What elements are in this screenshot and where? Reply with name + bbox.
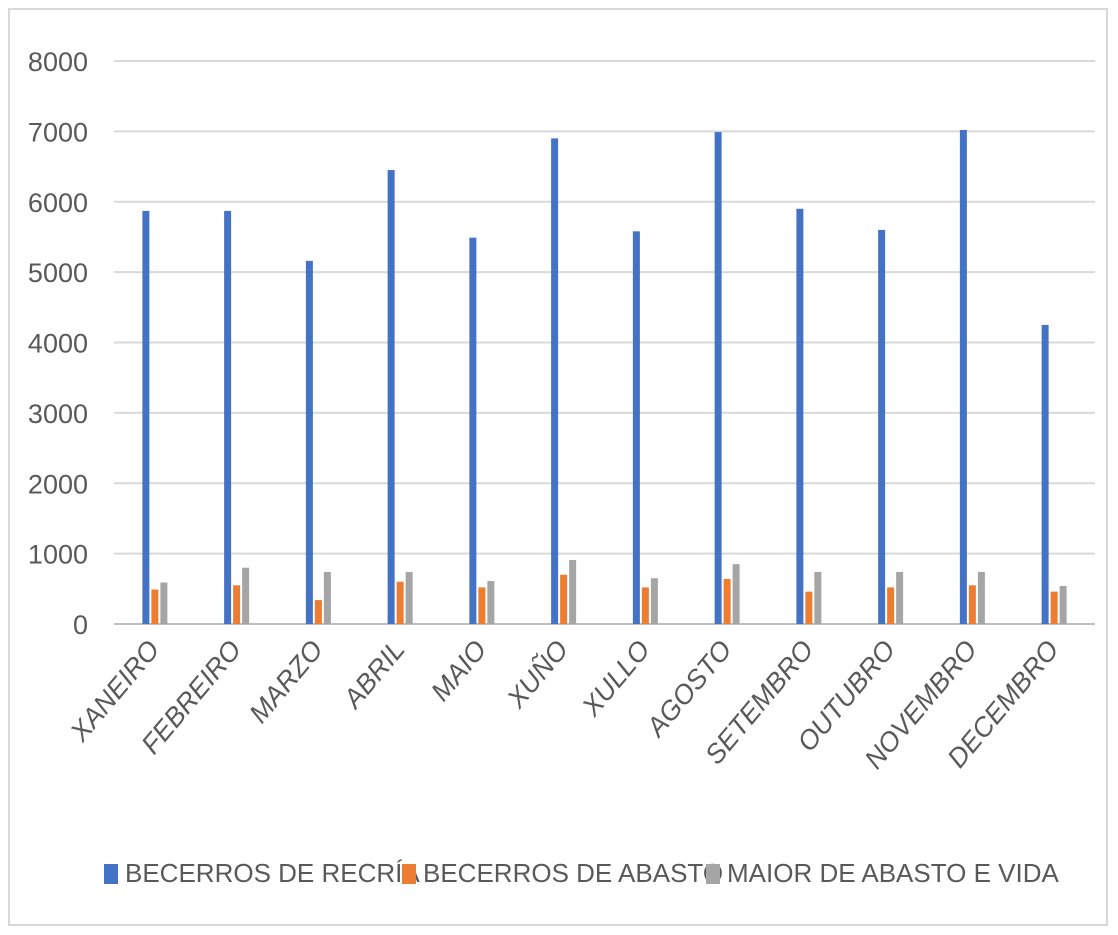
bar-2-novembro [968,585,976,624]
x-tick-label: XUÑO [500,634,575,714]
bar-1-agosto [714,132,722,625]
bar-1-novembro [959,129,967,624]
bar-2-maio [478,587,486,624]
y-tick-label: 7000 [28,117,88,147]
bar-1-marzo [305,260,313,624]
bar-3-abril [405,571,413,624]
legend-swatch [706,864,720,884]
bar-2-xullo [641,587,649,624]
bar-1-maio [469,237,477,625]
bar-3-xuño [569,559,577,624]
bar-3-febreiro [242,567,250,624]
bar-3-setembro [814,571,822,624]
bar-1-xaneiro [142,210,150,624]
bar-1-xuño [551,138,559,624]
bar-2-setembro [805,591,813,624]
x-tick-label: XULLO [575,635,656,723]
bar-1-febreiro [224,210,232,624]
bar-3-xullo [650,578,658,624]
bar-2-abril [396,581,404,624]
bar-1-decembro [1041,324,1049,624]
bar-3-xaneiro [160,582,168,624]
bar-3-outubro [896,571,904,624]
x-tick-label: ABRIL [336,635,410,716]
bar-1-xullo [632,231,640,624]
y-tick-label: 2000 [28,469,88,499]
bar-3-decembro [1059,585,1067,624]
legend-label: MAIOR DE ABASTO E VIDA [727,858,1059,888]
y-tick-label: 3000 [28,399,88,429]
bar-2-xaneiro [151,589,159,624]
y-tick-label: 8000 [28,47,88,77]
bar-1-outubro [878,229,886,624]
bar-2-marzo [314,600,322,624]
bar-3-marzo [323,571,331,624]
bar-1-abril [387,170,395,625]
y-tick-label: 6000 [28,188,88,218]
bar-1-setembro [796,208,804,624]
bar-2-febreiro [233,585,241,624]
y-tick-label: 0 [73,610,88,640]
legend-label: BECERROS DE RECRÍA [125,858,420,888]
legend-swatch [402,864,416,884]
bar-3-agosto [732,564,740,624]
y-tick-label: 1000 [28,540,88,570]
bar-3-maio [487,581,495,624]
bar-2-xuño [560,574,568,624]
x-tick-label: MARZO [243,635,329,729]
bar-2-agosto [723,578,731,624]
bar-3-novembro [977,571,985,624]
x-tick-label: MAIO [425,635,492,707]
y-tick-label: 5000 [28,258,88,288]
bar-2-decembro [1050,591,1058,624]
legend-swatch [104,864,118,884]
y-tick-label: 4000 [28,329,88,359]
legend-label: BECERROS DE ABASTO [423,858,723,888]
bar-2-outubro [887,587,895,624]
